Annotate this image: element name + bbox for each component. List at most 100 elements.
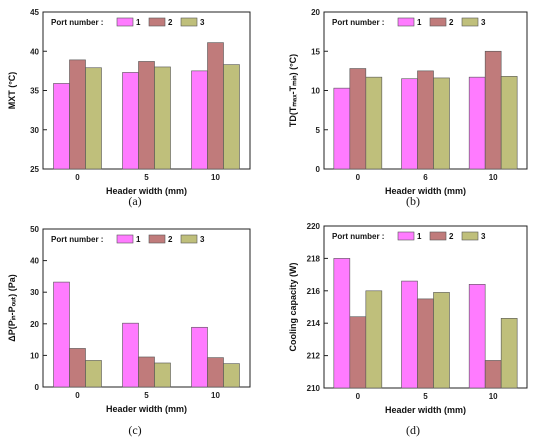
bar-series-1-cat-10 xyxy=(191,326,208,388)
legend-swatch-1 xyxy=(116,234,134,244)
legend-title: Port number : xyxy=(332,232,384,241)
legend-label-2: 2 xyxy=(449,18,454,27)
y-tick-label: 0 xyxy=(316,165,321,174)
x-tick-label: 5 xyxy=(423,392,428,401)
y-tick-label: 15 xyxy=(311,47,320,56)
y-tick-label: 40 xyxy=(30,257,39,266)
x-tick-label: 10 xyxy=(489,173,498,182)
panel-label: (c) xyxy=(128,423,141,437)
bar-series-1-cat-5 xyxy=(122,72,139,170)
legend-label-3: 3 xyxy=(481,18,486,27)
y-tick-label: 10 xyxy=(30,351,39,360)
bar-series-3-cat-5 xyxy=(154,66,171,170)
x-tick-label: 0 xyxy=(356,392,361,401)
bar-series-3-cat-0 xyxy=(85,67,102,170)
bar-series-1-cat-6 xyxy=(401,78,418,170)
panel-2: 0 5 10 15 20 0 6 10 Header width (mm) TD(Tₘₐₓ-Tₘᵢ… xyxy=(288,8,528,208)
y-tick-label: 220 xyxy=(307,222,321,231)
bar-series-3-cat-10 xyxy=(223,64,240,170)
x-axis-title: Header width (mm) xyxy=(385,186,466,196)
bar-series-3-cat-10 xyxy=(500,318,518,389)
y-tick-label: 212 xyxy=(307,352,321,361)
y-tick-label: 214 xyxy=(307,319,321,328)
bar-series-1-cat-0 xyxy=(333,87,351,170)
y-tick-label: 5 xyxy=(316,126,321,135)
x-axis-title: Header width (mm) xyxy=(106,404,187,414)
bar-series-2-cat-0 xyxy=(69,59,86,170)
x-tick-label: 0 xyxy=(75,173,80,182)
legend-label-3: 3 xyxy=(200,235,205,244)
y-tick-label: 45 xyxy=(30,8,39,17)
bar-series-2-cat-0 xyxy=(69,348,86,388)
x-tick-label: 5 xyxy=(144,173,149,182)
bar-series-3-cat-5 xyxy=(433,292,450,389)
bar-series-3-cat-0 xyxy=(85,360,102,388)
panel-1: 25 30 35 40 45 0 5 10 Header width (mm) MXT (°C) P… xyxy=(7,8,251,208)
y-tick-label: 25 xyxy=(30,165,39,174)
panel-label: (b) xyxy=(406,194,420,208)
legend-label-1: 1 xyxy=(417,232,422,241)
x-tick-label: 10 xyxy=(211,173,220,182)
legend-swatch-1 xyxy=(116,17,134,27)
y-axis-title: TD(Tₘₐₓ-Tₘᵢₙ) (°C) xyxy=(288,54,298,127)
bar-series-2-cat-5 xyxy=(417,298,434,389)
bar-series-2-cat-10 xyxy=(484,360,502,389)
bar-series-1-cat-0 xyxy=(53,281,70,388)
bar-series-3-cat-10 xyxy=(500,76,518,170)
bar-series-3-cat-0 xyxy=(365,76,383,170)
y-axis-title: Cooling capacity (W) xyxy=(288,262,298,351)
y-tick-label: 210 xyxy=(307,384,321,393)
legend-label-3: 3 xyxy=(481,232,486,241)
y-tick-label: 30 xyxy=(30,288,39,297)
bar-series-1-cat-10 xyxy=(468,284,486,389)
y-tick-label: 30 xyxy=(30,126,39,135)
legend-swatch-3 xyxy=(461,231,479,241)
x-tick-label: 5 xyxy=(144,391,149,400)
bar-series-1-cat-0 xyxy=(333,258,351,389)
legend-label-1: 1 xyxy=(417,18,422,27)
y-axis-title: MXT (°C) xyxy=(7,72,17,110)
x-tick-label: 0 xyxy=(75,391,80,400)
y-tick-label: 50 xyxy=(30,225,39,234)
bar-series-2-cat-6 xyxy=(417,70,434,170)
panel-4: 210 212 214 216 218 220 0 5 10 Header width (mm) C… xyxy=(288,222,528,437)
legend-swatch-1 xyxy=(397,17,415,27)
legend-label-3: 3 xyxy=(200,18,205,27)
bar-series-2-cat-0 xyxy=(349,316,367,389)
bar-series-1-cat-10 xyxy=(468,76,486,170)
legend-label-1: 1 xyxy=(136,235,141,244)
legend-label-2: 2 xyxy=(168,235,173,244)
legend-label-1: 1 xyxy=(136,18,141,27)
y-tick-label: 0 xyxy=(35,383,40,392)
bar-series-2-cat-5 xyxy=(138,356,155,388)
legend-title: Port number : xyxy=(51,235,103,244)
x-axis-title: Header width (mm) xyxy=(385,405,466,415)
y-axis-title: ΔP(Pᵢₙ-Pₒᵤₜ) (Pa) xyxy=(7,274,17,342)
bar-series-2-cat-5 xyxy=(138,61,155,170)
legend-label-2: 2 xyxy=(168,18,173,27)
y-tick-label: 216 xyxy=(307,287,321,296)
bar-series-1-cat-5 xyxy=(122,322,139,388)
panel-3: 0 10 20 30 40 50 0 5 10 Header width (mm) ΔP(Pᵢₙ-P… xyxy=(7,225,251,437)
legend-title: Port number : xyxy=(332,18,384,27)
x-tick-label: 10 xyxy=(489,392,498,401)
legend-label-2: 2 xyxy=(449,232,454,241)
y-tick-label: 218 xyxy=(307,254,321,263)
x-axis-title: Header width (mm) xyxy=(106,186,187,196)
x-tick-label: 10 xyxy=(211,391,220,400)
legend-swatch-2 xyxy=(429,17,447,27)
legend-swatch-2 xyxy=(429,231,447,241)
legend-swatch-3 xyxy=(461,17,479,27)
y-tick-label: 20 xyxy=(311,8,320,17)
bar-series-3-cat-5 xyxy=(154,362,171,388)
bar-series-3-cat-0 xyxy=(365,290,383,389)
legend-swatch-2 xyxy=(148,17,166,27)
y-tick-label: 10 xyxy=(311,87,320,96)
bar-series-3-cat-6 xyxy=(433,77,450,170)
y-tick-label: 40 xyxy=(30,47,39,56)
legend-swatch-3 xyxy=(180,234,198,244)
y-tick-label: 35 xyxy=(30,87,39,96)
bar-series-1-cat-5 xyxy=(401,280,418,389)
legend-title: Port number : xyxy=(51,18,103,27)
legend-swatch-1 xyxy=(397,231,415,241)
